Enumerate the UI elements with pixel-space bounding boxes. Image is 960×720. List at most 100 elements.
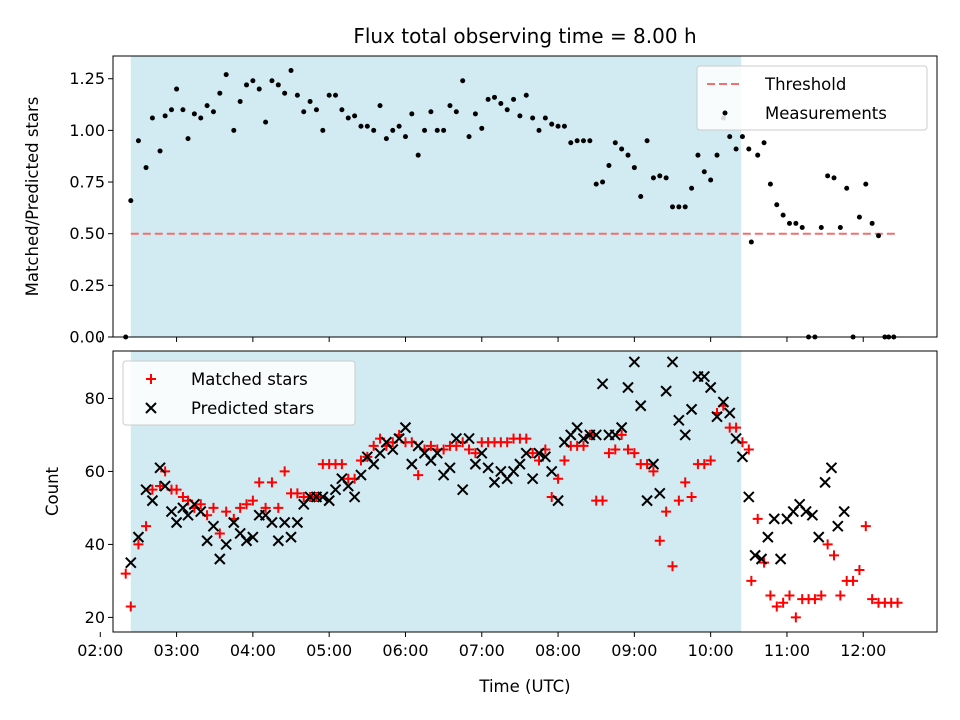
- measurement-point: [869, 220, 875, 226]
- y-tick-label: 80: [85, 389, 105, 408]
- predicted-point: [622, 381, 634, 394]
- measurement-point: [644, 138, 650, 144]
- predicted-point: [596, 378, 609, 390]
- measurement-point: [377, 103, 383, 109]
- predicted-point: [195, 505, 207, 518]
- predicted-point: [660, 385, 672, 397]
- y-axis-label: Count: [43, 466, 62, 516]
- matched-point: [784, 590, 795, 601]
- legend-measurement-swatch: [722, 110, 728, 116]
- predicted-point: [125, 556, 137, 569]
- matched-point: [642, 459, 653, 470]
- measurement-point: [320, 127, 326, 133]
- measurement-point: [863, 181, 869, 187]
- matched-point: [578, 440, 589, 451]
- measurement-point: [143, 165, 149, 171]
- legend-label: Measurements: [765, 104, 887, 123]
- matched-point: [160, 466, 171, 477]
- measurement-point: [128, 198, 134, 204]
- observing-window: [130, 56, 742, 337]
- plot-frame: [112, 350, 938, 633]
- measurement-point: [333, 92, 339, 98]
- x-tick-label: 03:00: [154, 641, 200, 660]
- predicted-point: [476, 447, 488, 459]
- predicted-point: [800, 505, 812, 518]
- predicted-point: [615, 421, 628, 434]
- measurement-point: [371, 127, 377, 133]
- predicted-point: [214, 553, 226, 565]
- measurement-point: [358, 123, 364, 129]
- predicted-point: [736, 451, 749, 463]
- matched-point: [867, 594, 878, 605]
- legend-label: Threshold: [764, 75, 846, 94]
- x-tick-label: 02:00: [77, 641, 123, 660]
- predicted-point: [679, 429, 691, 441]
- matched-point: [425, 440, 436, 451]
- predicted-point: [685, 403, 698, 416]
- measurement-point: [498, 101, 504, 107]
- x-tick-label: 05:00: [306, 641, 352, 660]
- matched-point: [195, 499, 206, 510]
- matched-point: [553, 473, 564, 484]
- measurement-point: [650, 175, 656, 181]
- predicted-point: [469, 458, 482, 470]
- predicted-point: [240, 535, 253, 547]
- measurement-point: [422, 127, 428, 133]
- measurement-point: [217, 90, 223, 96]
- predicted-point: [374, 447, 386, 459]
- measurement-point: [396, 123, 402, 129]
- measurement-point: [733, 146, 739, 152]
- predicted-point: [406, 458, 418, 470]
- predicted-point: [730, 432, 742, 445]
- predicted-point: [387, 443, 399, 456]
- matched-point: [699, 459, 710, 470]
- measurement-point: [625, 152, 631, 158]
- predicted-point: [724, 407, 736, 419]
- measurement-point: [364, 123, 370, 129]
- predicted-point: [146, 494, 159, 507]
- measurement-point: [739, 134, 745, 140]
- matched-point: [336, 459, 347, 470]
- measurement-point: [168, 107, 174, 113]
- x-axis-label: Time (UTC): [478, 677, 570, 696]
- matched-point: [241, 499, 252, 510]
- measurement-point: [600, 179, 606, 185]
- measurement-point: [294, 92, 300, 98]
- matched-point: [521, 433, 532, 444]
- matched-point: [141, 521, 152, 532]
- matched-point: [120, 568, 131, 579]
- measurement-point: [472, 111, 478, 117]
- measurement-point: [135, 138, 141, 144]
- x-tick-label: 11:00: [764, 641, 810, 660]
- matched-point: [279, 466, 290, 477]
- measurement-point: [453, 109, 459, 115]
- measurement-point: [523, 92, 529, 98]
- measurement-point: [780, 212, 786, 218]
- legend: Matched stars Predicted stars: [122, 360, 356, 426]
- matched-point: [235, 502, 246, 513]
- measurement-point: [748, 239, 754, 245]
- predicted-point: [552, 494, 564, 507]
- predicted-point: [635, 400, 647, 412]
- predicted-point: [673, 414, 685, 427]
- measurement-point: [174, 86, 180, 92]
- matched-point: [809, 594, 820, 605]
- measurement-point: [708, 177, 714, 183]
- y-tick-label: 60: [85, 462, 105, 481]
- predicted-point: [393, 432, 405, 445]
- measurement-point: [549, 121, 555, 127]
- predicted-point: [278, 516, 291, 529]
- measurement-point: [390, 127, 396, 133]
- measurement-point: [714, 152, 720, 158]
- predicted-point: [590, 429, 602, 441]
- measurement-point: [695, 152, 701, 158]
- predicted-point: [704, 381, 717, 394]
- y-tick-label: 0.50: [69, 224, 105, 243]
- matched-point: [464, 444, 475, 455]
- measurement-point: [727, 134, 733, 140]
- matched-point: [629, 448, 640, 459]
- predicted-point: [755, 553, 768, 565]
- measurement-point: [844, 185, 850, 191]
- measurement-point: [774, 202, 780, 208]
- measurement-point: [587, 138, 593, 144]
